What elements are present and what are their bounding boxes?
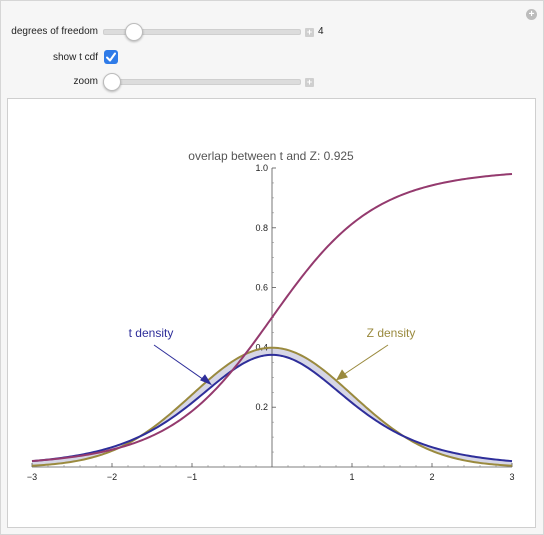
y-tick-label: 0.6 — [255, 283, 268, 293]
plot-panel: −3 −2 −1 1 2 3 0.2 0.4 0.6 0.8 1.0 t density Z dens… — [7, 98, 536, 528]
t-density-arrow — [153, 344, 207, 382]
x-tick-label: −3 — [27, 472, 37, 482]
dof-control: degrees of freedom + 4 — [0, 22, 544, 42]
y-tick-label: 1.0 — [255, 163, 268, 173]
zoom-slider-track[interactable] — [103, 79, 301, 85]
zoom-label: zoom — [73, 76, 98, 87]
z-arrowhead-icon — [336, 369, 348, 381]
t-density-curve — [31, 353, 513, 463]
x-tick-label: 1 — [349, 472, 354, 482]
chart-title: overlap between t and Z: 0.925 — [188, 149, 354, 163]
x-tick-label: −1 — [187, 472, 197, 482]
zoom-expand-icon[interactable]: + — [305, 77, 314, 87]
cdf-label: show t cdf — [52, 52, 98, 63]
z-density-arrow — [343, 344, 389, 375]
x-tick-label: 3 — [509, 472, 514, 482]
distribution-plot: −3 −2 −1 1 2 3 0.2 0.4 0.6 0.8 1.0 t density Z dens… — [27, 149, 515, 482]
checkmark-icon — [106, 52, 116, 62]
dof-expand-icon[interactable]: + — [305, 27, 314, 37]
z-density-label: Z density — [367, 326, 416, 340]
dof-value: 4 — [318, 26, 324, 37]
dof-label: degrees of freedom — [11, 26, 98, 37]
cdf-control: show t cdf — [0, 48, 544, 68]
add-icon[interactable]: + — [526, 9, 537, 20]
x-tick-label: −2 — [107, 472, 117, 482]
dof-slider-track[interactable] — [103, 29, 301, 35]
cdf-checkbox[interactable] — [104, 50, 118, 64]
zoom-control: zoom + — [0, 72, 544, 92]
dof-slider-thumb[interactable] — [124, 23, 143, 41]
y-tick-label: 0.4 — [255, 342, 268, 352]
x-tick-label: 2 — [429, 472, 434, 482]
t-cdf-curve — [31, 172, 513, 463]
z-density-curve — [31, 346, 513, 467]
y-tick-label: 0.2 — [255, 402, 268, 412]
t-density-label: t density — [129, 326, 174, 340]
t-arrowhead-icon — [200, 374, 212, 386]
y-tick-label: 0.8 — [255, 223, 268, 233]
zoom-slider-thumb[interactable] — [103, 73, 121, 91]
